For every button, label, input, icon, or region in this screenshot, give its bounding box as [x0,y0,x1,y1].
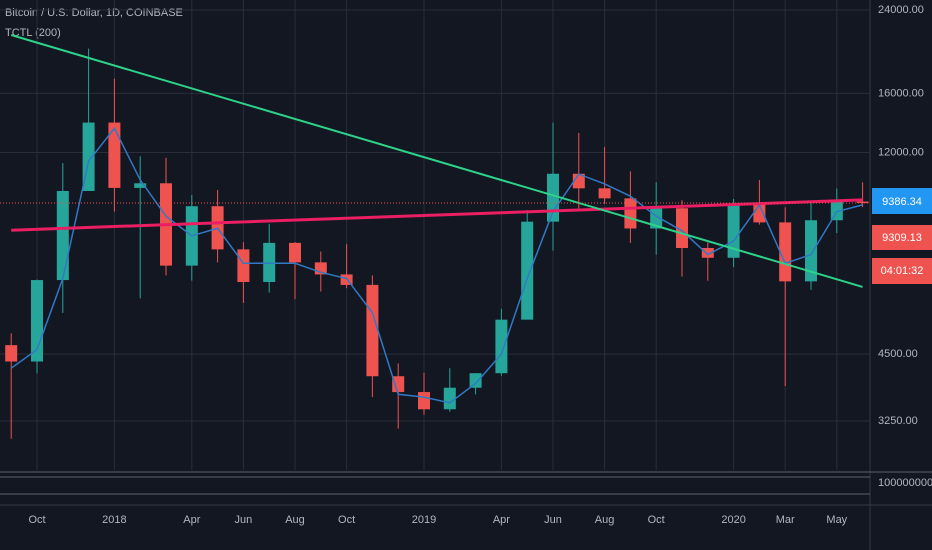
x-tick-label: 2019 [412,514,436,526]
candle-body [134,183,147,188]
y-tick-label: 12000.00 [878,146,924,158]
x-tick-label: Aug [285,514,305,526]
countdown-box [872,258,932,284]
candle-body [624,198,637,229]
x-tick-label: Jun [235,514,253,526]
candle-body [547,173,559,222]
candle-body [856,201,869,203]
prev-price-box [872,225,932,250]
last-price-box [872,188,932,214]
candle-body [366,284,379,377]
candle-body [701,247,714,258]
candle-body [495,319,508,374]
x-tick-label: Oct [648,514,665,526]
candle-body [263,242,276,283]
x-tick-label: Aug [595,514,615,526]
indicator-label: TCTL (200) [5,27,61,39]
candle-body [237,249,250,283]
candle-body [598,188,611,199]
x-tick-label: 2020 [721,514,745,526]
candle-body [5,345,18,362]
y-tick-label: 3250.00 [878,415,918,427]
x-tick-label: Mar [776,514,795,526]
x-tick-label: Oct [28,514,45,526]
candle-body [805,220,817,282]
candle-body [779,222,792,282]
x-tick-label: Jun [544,514,562,526]
candle-body [676,208,688,248]
candle-body [56,190,69,281]
x-tick-label: Apr [493,514,510,526]
candle-body [392,376,405,393]
candle-body [108,122,121,188]
y-tick-label: 4500.00 [878,348,918,360]
y-tick-label: 16000.00 [878,87,924,99]
legend-title: Bitcoin / U.S. Dollar, 1D, COINBASE [5,7,183,19]
x-tick-label: Apr [183,514,200,526]
last-price: 9386.34 [882,196,922,208]
candle-body [289,242,301,263]
candle-body [443,387,456,410]
countdown: 04:01:32 [881,265,924,277]
candle-body [727,203,740,258]
trend-line [10,34,863,288]
candle-body [418,392,430,410]
candle-body [469,373,482,388]
level-line [11,198,863,232]
prev-price: 9309.13 [882,232,922,244]
x-tick-label: Oct [338,514,355,526]
y-tick-label: 24000.00 [878,4,924,16]
moving-average [10,126,863,404]
x-tick-label: 2018 [102,514,126,526]
volume-tick-label: 100000000.00 [878,477,932,489]
x-tick-label: May [826,514,847,526]
candle-body [521,221,534,320]
